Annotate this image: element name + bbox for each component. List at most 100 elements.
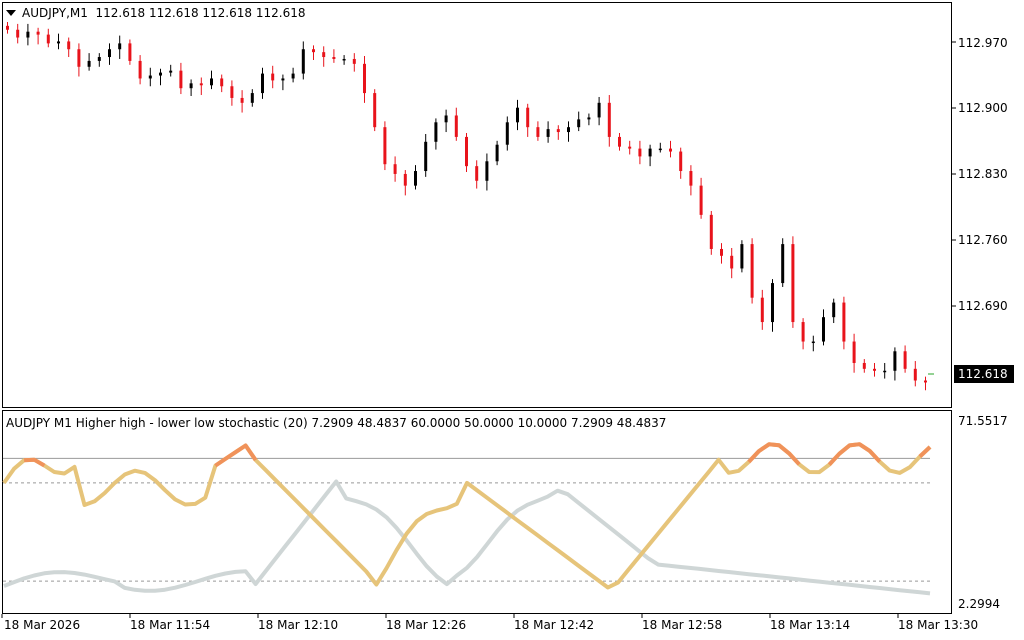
time-label: 18 Mar 12:58 <box>642 618 723 632</box>
candle-body <box>852 341 856 363</box>
time-label: 18 Mar 12:42 <box>514 618 595 632</box>
candle-body <box>312 49 315 53</box>
candle-body <box>281 78 285 81</box>
candle-body <box>730 255 734 269</box>
candle-body <box>842 302 846 342</box>
candle-body <box>97 57 101 61</box>
candle-body <box>240 97 244 103</box>
price-label: 112.830 <box>958 167 1008 181</box>
candle-body <box>526 107 530 128</box>
candle-body <box>465 136 468 167</box>
candle-body <box>424 141 428 172</box>
candle-body <box>403 173 407 186</box>
indicator-min-label: 2.2994 <box>958 597 1000 611</box>
candle-body <box>159 72 162 76</box>
candle-body <box>210 78 213 86</box>
dropdown-triangle-icon[interactable] <box>6 10 16 16</box>
overbought-segment <box>24 457 46 468</box>
time-label: 18 Mar 11:54 <box>130 618 211 632</box>
time-label: 18 Mar 12:10 <box>258 618 339 632</box>
candle-body <box>138 60 142 79</box>
indicator-max-label: 71.5517 <box>958 414 1008 428</box>
candle-body <box>434 122 438 142</box>
overbought-segment <box>827 442 882 466</box>
time-label: 18 Mar 2026 <box>4 618 81 632</box>
candle-body <box>495 144 499 162</box>
candle-body <box>781 244 785 284</box>
candle-body <box>648 148 652 157</box>
candle-body <box>57 41 60 44</box>
price-label: 112.690 <box>958 299 1008 313</box>
candle-body <box>638 148 642 157</box>
candle-body <box>536 127 540 137</box>
candle-body <box>811 341 815 344</box>
candle-body <box>679 151 683 172</box>
price-label: 112.900 <box>958 101 1008 115</box>
candle-body <box>505 122 509 145</box>
ohlc-label: 112.618 112.618 112.618 112.618 <box>95 6 306 20</box>
overbought-segment <box>747 442 801 466</box>
candle-body <box>587 117 591 120</box>
candle-body <box>669 148 672 152</box>
candle-body <box>832 302 836 318</box>
time-label: 18 Mar 13:30 <box>898 618 979 632</box>
candle-body <box>771 283 774 323</box>
candle-body <box>169 70 173 73</box>
signal-line <box>3 479 931 596</box>
candle-body <box>740 244 744 269</box>
candle-body <box>873 368 876 371</box>
candle-body <box>250 93 254 103</box>
candle-body <box>903 351 907 369</box>
time-label: 18 Mar 13:14 <box>770 618 851 632</box>
candle-body <box>148 75 152 79</box>
candle-body <box>87 60 91 67</box>
candle-body <box>352 58 356 64</box>
candle-body <box>108 49 111 58</box>
symbol-label: AUDJPY,M1 <box>22 6 88 20</box>
candle-body <box>658 148 662 151</box>
candle-body <box>271 73 275 81</box>
candle-body <box>862 362 866 369</box>
indicator-title: AUDJPY M1 Higher high - lower low stocha… <box>6 416 667 430</box>
candle-body <box>577 119 581 128</box>
candle-body <box>516 107 519 123</box>
candle-body <box>546 129 550 137</box>
candle-body <box>893 351 897 371</box>
candle-body <box>628 146 632 149</box>
candle-body <box>230 86 234 98</box>
overbought-segment <box>214 443 258 468</box>
candle-body <box>750 244 754 298</box>
candle-body <box>822 317 825 342</box>
candle-body <box>46 34 50 44</box>
candle-body <box>220 78 224 87</box>
candle-body <box>556 129 560 133</box>
candle-body <box>67 41 71 50</box>
candle-body <box>16 29 20 38</box>
candle-body <box>791 244 795 323</box>
candle-body <box>720 248 723 256</box>
candle-body <box>444 115 448 123</box>
candle-body <box>689 171 693 186</box>
time-label: 18 Mar 12:26 <box>386 618 467 632</box>
candle-body <box>291 73 295 79</box>
candle-body <box>607 102 611 137</box>
price-label: 112.760 <box>958 233 1008 247</box>
candle-body <box>414 171 417 186</box>
candle-body <box>363 63 366 94</box>
candle-body <box>801 322 805 342</box>
candle-body <box>6 25 9 30</box>
candle-body <box>301 49 305 74</box>
candle-body <box>179 70 183 89</box>
candle-body <box>373 93 377 128</box>
candle-body <box>454 115 458 137</box>
candle-body <box>199 83 203 86</box>
candle-body <box>393 164 397 174</box>
candle-body <box>883 370 887 373</box>
current-price-badge: 112.618 <box>954 365 1014 383</box>
candle-body <box>760 297 764 323</box>
candle-body <box>322 52 326 58</box>
candle-body <box>261 73 264 94</box>
candle-body <box>924 380 927 383</box>
candle-body <box>118 43 122 50</box>
